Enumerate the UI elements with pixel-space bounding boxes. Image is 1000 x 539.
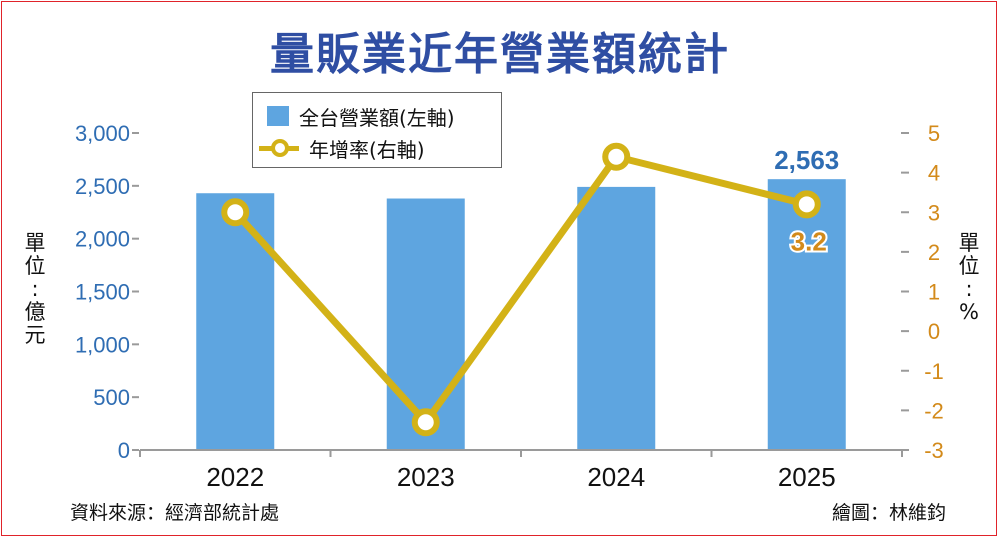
growth-value-label: 3.2: [791, 226, 827, 256]
growth-point-2023: [411, 408, 440, 437]
left-unit-text: 單位:億元: [24, 231, 46, 347]
left-axis-unit: 單位:億元: [23, 232, 47, 347]
source-note: 資料來源：經濟部統計處: [70, 502, 280, 524]
legend-line-label: 年增率(右軸): [309, 137, 425, 162]
left-tick-label: 2,000: [75, 227, 130, 252]
bar-2022: [196, 193, 275, 451]
legend-item-line: 年增率(右軸): [259, 133, 425, 163]
left-tick-label: 0: [118, 438, 130, 463]
x-tick-label: 2022: [206, 462, 264, 492]
right-tick-label: -1: [924, 359, 944, 384]
graphic-credit: 繪圖：林維鈞: [831, 502, 946, 524]
left-tick-label: 3,000: [75, 121, 130, 146]
right-tick-label: 0: [928, 319, 940, 344]
bar-2025: [767, 179, 846, 450]
right-tick-label: 5: [928, 121, 940, 146]
right-unit-text: 單位:%: [958, 231, 980, 324]
left-tick-label: 1,000: [75, 332, 130, 357]
right-tick-label: -3: [924, 438, 944, 463]
bar-2024: [577, 186, 656, 450]
chart-title: 量販業近年營業額統計: [270, 29, 730, 80]
x-tick-label: 2025: [778, 462, 836, 492]
left-tick-label: 1,500: [75, 280, 130, 305]
growth-point-2024: [602, 142, 631, 171]
right-tick-label: 1: [928, 280, 940, 305]
right-tick-label: 3: [928, 200, 940, 225]
legend-bar-label: 全台營業額(左軸): [299, 105, 455, 130]
right-tick-label: -2: [924, 398, 944, 423]
legend-bar-swatch: [267, 106, 289, 126]
legend: 全台營業額(左軸) 年增率(右軸): [252, 92, 502, 168]
growth-line: [232, 153, 808, 426]
legend-item-bar: 全台營業額(左軸): [267, 101, 455, 131]
legend-line-swatch: [259, 138, 299, 158]
left-tick-label: 2,500: [75, 174, 130, 199]
right-tick-label: 2: [928, 240, 940, 265]
bar-2023: [386, 198, 465, 450]
x-tick-label: 2024: [587, 462, 645, 492]
bar-value-label: 2,563: [774, 145, 839, 175]
right-tick-label: 4: [928, 161, 940, 186]
left-tick-label: 500: [93, 385, 130, 410]
x-tick-label: 2023: [397, 462, 455, 492]
growth-point-2025: [792, 190, 821, 219]
right-axis-unit: 單位:%: [957, 232, 981, 324]
growth-point-2022: [221, 198, 250, 227]
